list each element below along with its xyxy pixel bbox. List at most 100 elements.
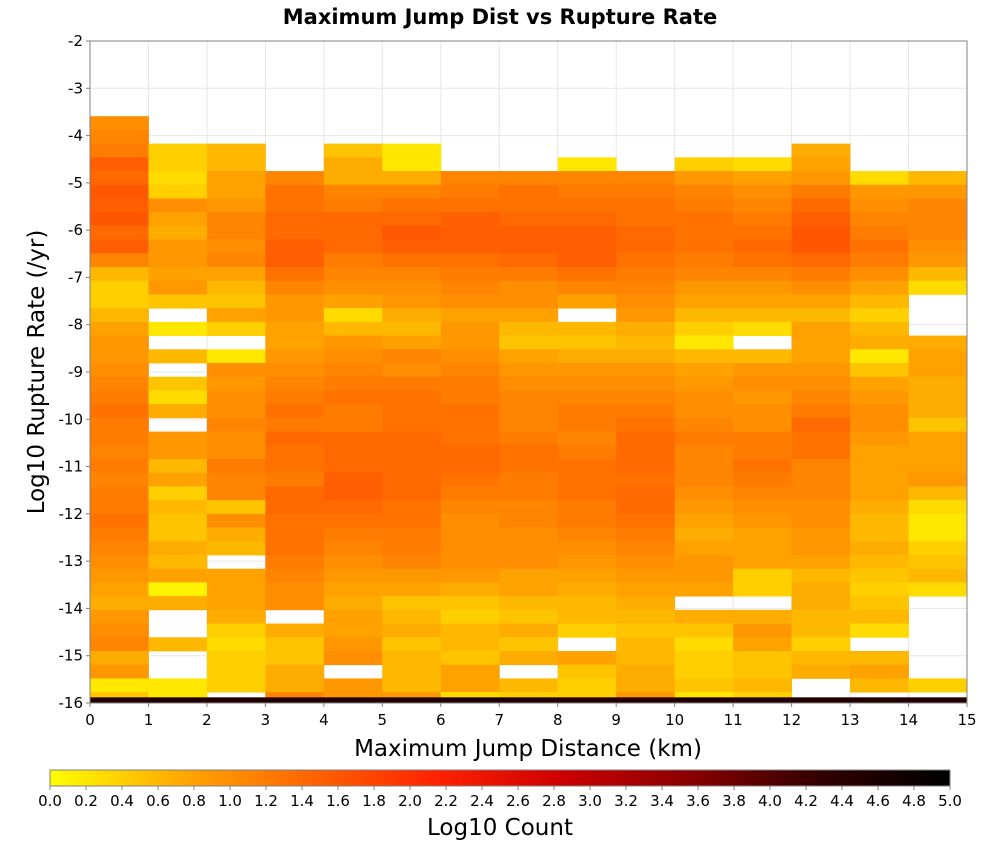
- heatmap-cell: [206, 171, 266, 186]
- heatmap-cell: [323, 253, 383, 268]
- heatmap-cell: [733, 267, 792, 282]
- heatmap-cell: [499, 321, 559, 336]
- heatmap-cell: [850, 280, 909, 295]
- heatmap-cell: [382, 171, 442, 186]
- heatmap-cell: [148, 212, 208, 227]
- heatmap-cell: [90, 321, 149, 336]
- heatmap-cell: [440, 609, 500, 624]
- heatmap-cell: [440, 294, 500, 309]
- heatmap-cell: [440, 445, 500, 460]
- heatmap-cell: [733, 568, 792, 583]
- heatmap-cell: [908, 500, 968, 515]
- heatmap-cell: [557, 363, 617, 378]
- heatmap-cell: [557, 376, 617, 391]
- heatmap-cell: [382, 637, 442, 652]
- x-axis-ticks: 0 1 2 3 4 5 6 7 8 9 10 11 12 13 14 15: [85, 703, 977, 729]
- heatmap-cell: [382, 212, 442, 227]
- heatmap-cell: [791, 184, 851, 199]
- heatmap-cell: [148, 390, 208, 405]
- heatmap-cell: [616, 321, 676, 336]
- heatmap-cell: [440, 335, 500, 350]
- heatmap-cell: [733, 541, 792, 556]
- heatmap-cell: [908, 390, 968, 405]
- heatmap-cell: [499, 335, 559, 350]
- heatmap-cell: [733, 664, 792, 679]
- heatmap-cell: [206, 582, 266, 597]
- heatmap-cell: [382, 363, 442, 378]
- heatmap-cell: [557, 171, 617, 186]
- heatmap-cell: [265, 486, 325, 501]
- heatmap-cell: [440, 623, 500, 638]
- heatmap-cell: [908, 335, 968, 350]
- y-tick-label: -15: [59, 647, 84, 665]
- heatmap-cell: [616, 459, 676, 474]
- heatmap-cell: [908, 459, 968, 474]
- heatmap-cell: [148, 513, 208, 528]
- heatmap-cell: [733, 225, 792, 240]
- heatmap-cell: [557, 609, 617, 624]
- heatmap-cell: [674, 527, 734, 542]
- heatmap-cell: [791, 294, 851, 309]
- heatmap-cell: [323, 486, 383, 501]
- heatmap-cell: [265, 349, 325, 364]
- heatmap-cell: [206, 349, 266, 364]
- heatmap-cell: [440, 486, 500, 501]
- heatmap-cell: [674, 363, 734, 378]
- heatmap-cell: [440, 472, 500, 487]
- heatmap-cell: [206, 609, 266, 624]
- heatmap-cell: [791, 349, 851, 364]
- heatmap-cell: [499, 308, 559, 323]
- heatmap-cell: [791, 472, 851, 487]
- heatmap-cell: [616, 404, 676, 419]
- y-tick-label: -3: [68, 79, 83, 97]
- heatmap-cell: [791, 459, 851, 474]
- heatmap-cell: [265, 623, 325, 638]
- heatmap-cell: [440, 500, 500, 515]
- heatmap-cell: [557, 239, 617, 254]
- y-tick-label: -10: [59, 410, 84, 428]
- y-tick-label: -16: [59, 694, 84, 712]
- heatmap-cell: [850, 404, 909, 419]
- heatmap-cell: [674, 692, 734, 698]
- heatmap-cell: [90, 431, 149, 446]
- heatmap-cell: [616, 697, 676, 704]
- heatmap-cell: [674, 650, 734, 666]
- heatmap-cell: [908, 404, 968, 419]
- heatmap-cell: [557, 253, 617, 268]
- heatmap-cell: [90, 267, 149, 282]
- heatmap-cell: [265, 184, 325, 199]
- heatmap-cell: [674, 637, 734, 652]
- heatmap-cell: [323, 527, 383, 542]
- heatmap-cell: [265, 267, 325, 282]
- heatmap-cell: [265, 294, 325, 309]
- heatmap-cell: [323, 404, 383, 419]
- heatmap-cell: [323, 555, 383, 570]
- heatmap-cell: [850, 500, 909, 515]
- colorbar: [49, 769, 951, 787]
- heatmap-cell: [148, 459, 208, 474]
- x-tick-label: 9: [611, 711, 621, 729]
- heatmap-cell: [440, 664, 500, 679]
- heatmap-cell: [557, 623, 617, 638]
- heatmap-cell: [499, 404, 559, 419]
- heatmap-cell: [850, 321, 909, 336]
- y-tick-label: -13: [59, 552, 84, 570]
- heatmap-cell: [382, 500, 442, 515]
- heatmap-cell: [791, 664, 851, 679]
- heatmap-cell: [850, 267, 909, 282]
- heatmap-cell: [733, 404, 792, 419]
- heatmap-cell: [382, 697, 442, 704]
- heatmap-cell: [265, 527, 325, 542]
- heatmap-cell: [733, 555, 792, 570]
- heatmap-cell: [148, 280, 208, 295]
- heatmap-cell: [90, 555, 149, 570]
- heatmap-cell: [850, 555, 909, 570]
- colorbar-tick-label: 0.2: [74, 792, 98, 810]
- heatmap-cell: [557, 445, 617, 460]
- heatmap-cell: [791, 541, 851, 556]
- heatmap-cell: [206, 486, 266, 501]
- heatmap-cell: [382, 308, 442, 323]
- heatmap-cell: [440, 596, 500, 611]
- heatmap-cell: [148, 143, 208, 158]
- heatmap-cell: [90, 568, 149, 583]
